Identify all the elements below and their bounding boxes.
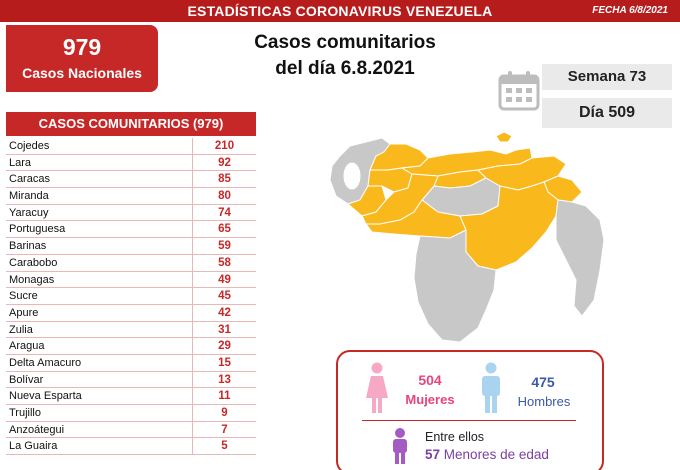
woman-icon	[366, 362, 388, 413]
state-cases: 65	[192, 221, 256, 238]
table-row: Caracas 85	[6, 171, 256, 189]
table-row: Lara 92	[6, 154, 256, 172]
state-name: Miranda	[9, 190, 49, 203]
state-name: Monagas	[9, 273, 55, 286]
state-cases: 58	[192, 254, 256, 271]
header-bar	[0, 0, 680, 22]
state-cases: 31	[192, 321, 256, 338]
state-cases: 49	[192, 271, 256, 288]
table-row: Monagas 49	[6, 271, 256, 289]
table-row: Cojedes 210	[6, 138, 256, 155]
state-name: Barinas	[9, 240, 47, 253]
table-row: Portuguesa 65	[6, 221, 256, 239]
headline-line-2: del día 6.8.2021	[275, 58, 415, 79]
map-region-guayana-esequiba	[555, 199, 605, 317]
state-name: Yaracuy	[9, 206, 49, 219]
state-cases: 7	[192, 421, 256, 438]
state-name: Portuguesa	[9, 223, 66, 236]
state-cases: 59	[192, 238, 256, 255]
calendar-icon	[498, 71, 540, 111]
children-label: Menores de edad	[443, 447, 549, 462]
page-title: ESTADÍSTICAS CORONAVIRUS VENEZUELA	[187, 3, 493, 19]
state-name: Apure	[9, 306, 39, 319]
cases-table: Cojedes 210 Lara 92 Caracas 85 Miranda 80 Yaracu…	[6, 138, 256, 456]
state-name: La Guaira	[9, 440, 58, 453]
state-name: Trujillo	[9, 407, 41, 419]
state-cases: 210	[192, 138, 256, 154]
report-date: FECHA 6/8/2021	[592, 5, 668, 16]
state-name: Sucre	[9, 290, 38, 303]
state-cases: 29	[192, 338, 256, 355]
table-row: Barinas 59	[6, 238, 256, 255]
table-row: Yaracuy 74	[6, 204, 256, 222]
men-label: Hombres	[517, 394, 571, 409]
table-row: Aragua 29	[6, 338, 256, 355]
state-name: Delta Amacuro	[9, 356, 82, 369]
map-lake-maracaibo	[342, 161, 362, 191]
state-cases: 74	[192, 204, 256, 221]
state-cases: 9	[192, 405, 256, 421]
map-state-amazonas	[413, 229, 497, 343]
state-name: Aragua	[9, 340, 45, 353]
state-cases: 5	[192, 438, 256, 455]
table-row: Zulia 31	[6, 321, 256, 339]
table-row: Delta Amacuro 15	[6, 354, 256, 372]
national-total-label: Casos Nacionales	[22, 65, 142, 81]
state-cases: 13	[192, 371, 256, 388]
table-row: Nueva Esparta 11	[6, 388, 256, 405]
man-icon	[482, 362, 500, 413]
state-name: Nueva Esparta	[9, 390, 82, 403]
state-name: Caracas	[9, 173, 50, 186]
national-total-card: 979 Casos Nacionales	[6, 25, 158, 92]
child-icon	[393, 428, 407, 464]
headline: Casos comunitarios del día 6.8.2021	[225, 30, 465, 82]
table-row: Carabobo 58	[6, 254, 256, 272]
state-name: Anzoátegui	[9, 423, 65, 436]
table-row: Bolívar 13	[6, 371, 256, 389]
state-cases: 80	[192, 188, 256, 205]
state-cases: 92	[192, 154, 256, 171]
state-name: Carabobo	[9, 256, 58, 269]
state-cases: 85	[192, 171, 256, 188]
cases-table-title: CASOS COMUNITARIOS (979)	[6, 112, 256, 136]
state-cases: 45	[192, 288, 256, 305]
women-count: 504	[418, 372, 442, 388]
state-name: Zulia	[9, 323, 33, 336]
table-row: La Guaira 5	[6, 438, 256, 456]
venezuela-map	[329, 131, 605, 343]
headline-line-1: Casos comunitarios	[254, 32, 436, 53]
state-cases: 15	[192, 354, 256, 371]
national-total-value: 979	[62, 34, 102, 60]
day-counter: Día 509	[542, 98, 672, 128]
table-row: Trujillo 9	[6, 405, 256, 422]
week-counter: Semana 73	[542, 64, 672, 90]
table-row: Anzoátegui 7	[6, 421, 256, 439]
children-prefix: Entre ellos	[425, 430, 485, 444]
table-row: Miranda 80	[6, 188, 256, 205]
children-line: 57 Menores de edad	[425, 447, 549, 462]
children-count: 57	[425, 447, 441, 462]
table-row: Sucre 45	[6, 288, 256, 305]
map-state-nueva-esparta	[495, 131, 513, 143]
table-row: Apure 42	[6, 304, 256, 322]
men-count: 475	[531, 374, 555, 390]
women-label: Mujeres	[405, 392, 455, 407]
state-name: Cojedes	[9, 140, 50, 152]
state-name: Lara	[9, 156, 32, 169]
state-cases: 42	[192, 304, 256, 321]
state-cases: 11	[192, 388, 256, 405]
demographics-divider	[362, 420, 576, 421]
state-name: Bolívar	[9, 373, 44, 386]
